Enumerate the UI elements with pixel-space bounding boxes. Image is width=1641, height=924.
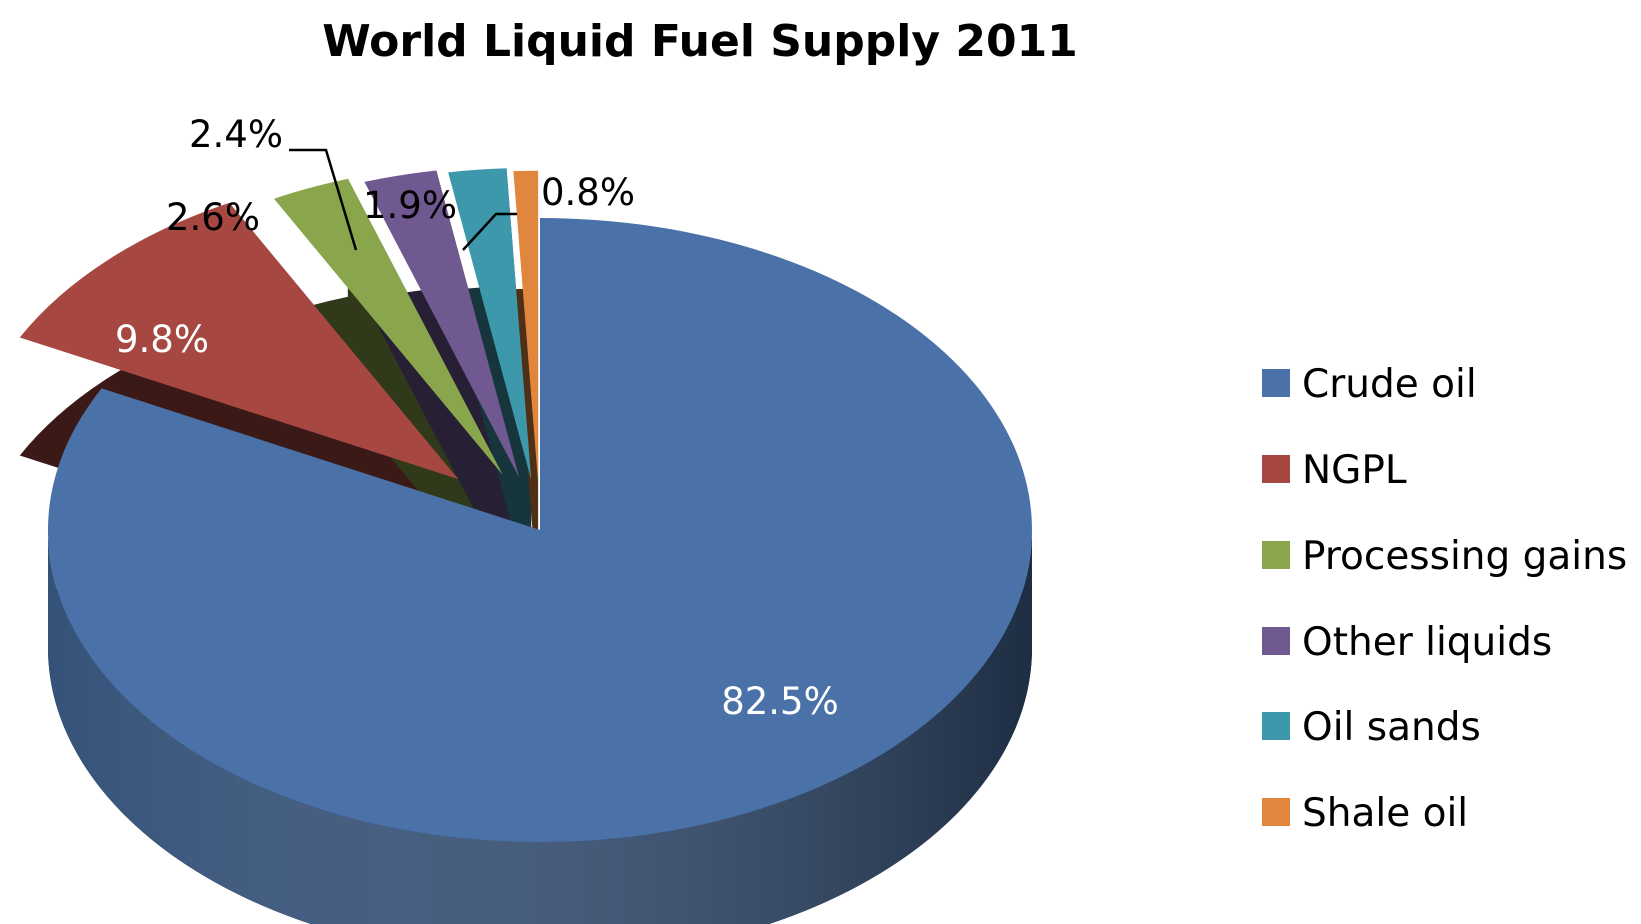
legend-label-oil-sands: Oil sands bbox=[1302, 705, 1481, 750]
legend-swatch-crude-oil bbox=[1262, 369, 1290, 397]
pie-slice-oil-sands bbox=[448, 168, 532, 480]
pie-slice-crude-oil bbox=[47, 218, 1032, 843]
pie-slice-wall-processing-gains bbox=[273, 178, 503, 593]
pie-slice-ngpl bbox=[19, 202, 459, 480]
legend-swatch-shale-oil bbox=[1262, 798, 1290, 826]
data-labels: 82.5% 9.8% 2.6% 2.4% 1.9% 0.8% bbox=[115, 113, 839, 723]
pie-slice-other-liquids bbox=[364, 170, 520, 479]
legend-label-other-liquids: Other liquids bbox=[1302, 620, 1552, 665]
pie-slice-processing-gains bbox=[273, 178, 503, 475]
legend-item-shale-oil: Shale oil bbox=[1262, 791, 1468, 836]
legend-label-crude-oil: Crude oil bbox=[1302, 362, 1477, 407]
data-label-processing-gains: 2.6% bbox=[166, 196, 260, 239]
legend-label-processing-gains: Processing gains bbox=[1302, 534, 1627, 579]
data-label-ngpl: 9.8% bbox=[115, 318, 209, 361]
legend-item-other-liquids: Other liquids bbox=[1262, 620, 1552, 665]
legend: Crude oil NGPL Processing gains Other li… bbox=[1262, 362, 1627, 836]
legend-item-crude-oil: Crude oil bbox=[1262, 362, 1477, 407]
pie-slice-shale-oil bbox=[513, 170, 539, 483]
legend-swatch-ngpl bbox=[1262, 455, 1290, 483]
legend-item-processing-gains: Processing gains bbox=[1262, 534, 1627, 579]
legend-label-ngpl: NGPL bbox=[1302, 448, 1407, 493]
data-label-oil-sands: 1.9% bbox=[363, 184, 457, 227]
legend-item-ngpl: NGPL bbox=[1262, 448, 1407, 493]
chart-title: World Liquid Fuel Supply 2011 bbox=[322, 16, 1078, 67]
legend-label-shale-oil: Shale oil bbox=[1302, 791, 1468, 836]
leader-line-shale-oil bbox=[462, 212, 517, 251]
pie-slice-wall-shale-oil bbox=[513, 170, 539, 601]
data-label-crude-oil: 82.5% bbox=[721, 680, 839, 723]
legend-swatch-other-liquids bbox=[1262, 627, 1290, 655]
pie-slice-rim-shading-crude-oil bbox=[48, 530, 1032, 924]
leader-lines bbox=[289, 148, 517, 251]
data-label-other-liquids: 2.4% bbox=[189, 113, 283, 156]
legend-swatch-oil-sands bbox=[1262, 712, 1290, 740]
legend-swatch-processing-gains bbox=[1262, 541, 1290, 569]
data-label-shale-oil: 0.8% bbox=[541, 171, 635, 214]
leader-line-other-liquids bbox=[289, 148, 358, 251]
legend-item-oil-sands: Oil sands bbox=[1262, 705, 1481, 750]
pie-tops bbox=[19, 168, 1032, 843]
